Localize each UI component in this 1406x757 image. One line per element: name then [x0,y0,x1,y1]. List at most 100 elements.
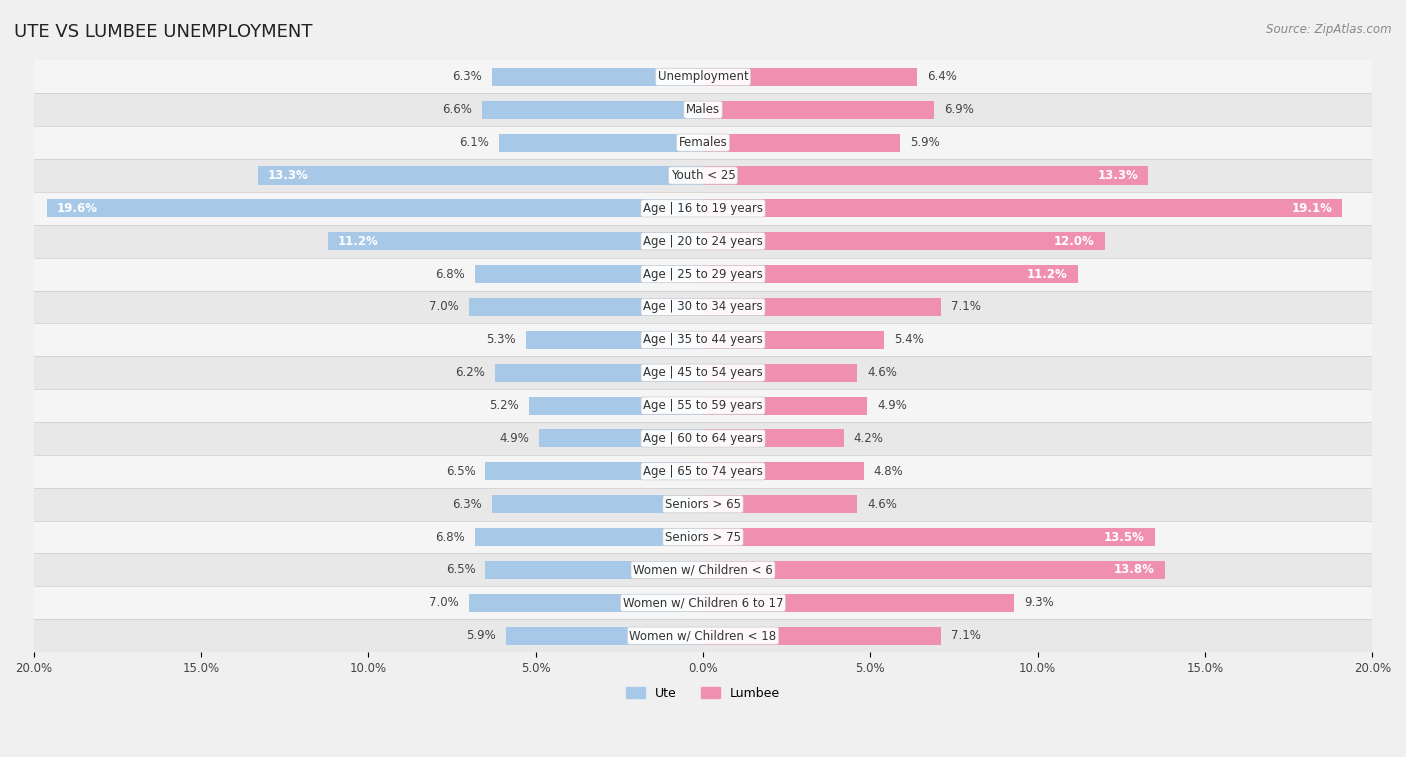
Bar [328,232,703,251]
Text: 19.6%: 19.6% [58,202,98,215]
Bar [703,429,844,447]
Bar [468,593,703,612]
Text: 13.3%: 13.3% [269,169,308,182]
Text: Women w/ Children < 18: Women w/ Children < 18 [630,629,776,642]
Text: 5.9%: 5.9% [465,629,495,642]
Bar [492,68,703,86]
Bar [703,463,863,481]
Text: 4.9%: 4.9% [499,432,529,445]
Bar [34,257,1372,291]
Text: 4.8%: 4.8% [873,465,904,478]
Bar [492,495,703,513]
Text: 6.3%: 6.3% [453,70,482,83]
Text: 6.8%: 6.8% [436,531,465,544]
Text: 4.6%: 4.6% [868,366,897,379]
Text: Women w/ Children 6 to 17: Women w/ Children 6 to 17 [623,597,783,609]
Text: Women w/ Children < 6: Women w/ Children < 6 [633,563,773,576]
Text: 9.3%: 9.3% [1025,597,1054,609]
Text: Seniors > 75: Seniors > 75 [665,531,741,544]
Text: Males: Males [686,103,720,117]
Text: 13.5%: 13.5% [1104,531,1144,544]
Bar [475,265,703,283]
Bar [703,593,1014,612]
Text: Age | 55 to 59 years: Age | 55 to 59 years [643,399,763,412]
Bar [703,101,934,119]
Bar [34,587,1372,619]
Text: 7.1%: 7.1% [950,629,980,642]
Text: Age | 30 to 34 years: Age | 30 to 34 years [643,301,763,313]
Text: 6.8%: 6.8% [436,267,465,281]
Text: 6.5%: 6.5% [446,563,475,576]
Text: 11.2%: 11.2% [339,235,378,248]
Text: Seniors > 65: Seniors > 65 [665,497,741,511]
Bar [34,323,1372,357]
Bar [34,553,1372,587]
Bar [34,521,1372,553]
Bar [34,159,1372,192]
Bar [485,463,703,481]
Text: 5.2%: 5.2% [489,399,519,412]
Bar [257,167,703,185]
Bar [703,199,1343,217]
Text: Age | 16 to 19 years: Age | 16 to 19 years [643,202,763,215]
Bar [703,561,1166,579]
Text: Age | 25 to 29 years: Age | 25 to 29 years [643,267,763,281]
Text: Age | 20 to 24 years: Age | 20 to 24 years [643,235,763,248]
Text: UTE VS LUMBEE UNEMPLOYMENT: UTE VS LUMBEE UNEMPLOYMENT [14,23,312,41]
Bar [34,488,1372,521]
Bar [499,133,703,151]
Text: 13.3%: 13.3% [1098,169,1137,182]
Bar [703,331,884,349]
Text: 6.5%: 6.5% [446,465,475,478]
Text: Age | 35 to 44 years: Age | 35 to 44 years [643,333,763,347]
Text: Age | 65 to 74 years: Age | 65 to 74 years [643,465,763,478]
Text: 6.4%: 6.4% [928,70,957,83]
Bar [482,101,703,119]
Text: 7.1%: 7.1% [950,301,980,313]
Bar [34,357,1372,389]
Text: Youth < 25: Youth < 25 [671,169,735,182]
Text: 12.0%: 12.0% [1054,235,1095,248]
Bar [538,429,703,447]
Text: Age | 45 to 54 years: Age | 45 to 54 years [643,366,763,379]
Bar [34,291,1372,323]
Bar [34,422,1372,455]
Text: 4.9%: 4.9% [877,399,907,412]
Text: 5.3%: 5.3% [486,333,516,347]
Bar [703,363,858,382]
Bar [703,627,941,645]
Text: 4.2%: 4.2% [853,432,883,445]
Text: 6.9%: 6.9% [943,103,974,117]
Text: 6.6%: 6.6% [441,103,472,117]
Bar [34,225,1372,257]
Text: Females: Females [679,136,727,149]
Text: 13.8%: 13.8% [1114,563,1154,576]
Bar [703,133,900,151]
Text: Age | 60 to 64 years: Age | 60 to 64 years [643,432,763,445]
Text: 11.2%: 11.2% [1028,267,1067,281]
Text: 6.2%: 6.2% [456,366,485,379]
Bar [475,528,703,546]
Bar [703,167,1149,185]
Bar [703,298,941,316]
Bar [703,232,1105,251]
Text: Source: ZipAtlas.com: Source: ZipAtlas.com [1267,23,1392,36]
Bar [34,126,1372,159]
Bar [34,389,1372,422]
Bar [703,397,868,415]
Bar [703,68,917,86]
Bar [703,265,1078,283]
Text: 6.3%: 6.3% [453,497,482,511]
Bar [529,397,703,415]
Bar [526,331,703,349]
Text: 5.9%: 5.9% [911,136,941,149]
Text: 7.0%: 7.0% [429,597,458,609]
Bar [46,199,703,217]
Bar [703,495,858,513]
Bar [703,528,1154,546]
Legend: Ute, Lumbee: Ute, Lumbee [621,682,785,705]
Text: 6.1%: 6.1% [458,136,489,149]
Text: 7.0%: 7.0% [429,301,458,313]
Bar [495,363,703,382]
Bar [468,298,703,316]
